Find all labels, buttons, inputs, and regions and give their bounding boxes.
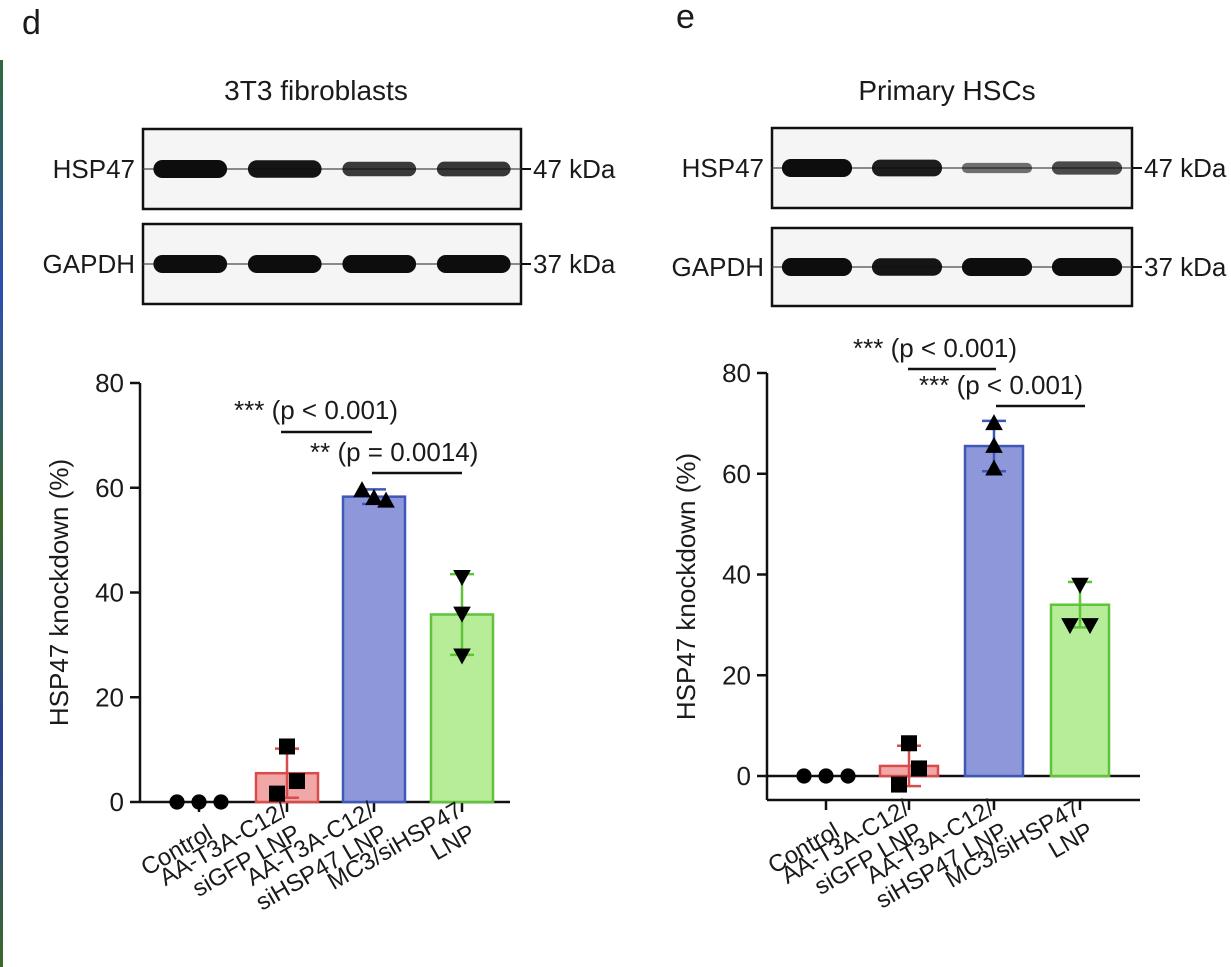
data-point [353, 481, 371, 498]
blot-label-hsp47: HSP47 [682, 153, 764, 183]
data-point [985, 459, 1003, 476]
y-tick-label: 0 [110, 787, 124, 817]
data-point [213, 794, 229, 810]
data-point [1061, 618, 1079, 635]
data-point [191, 794, 207, 810]
significance-label: ** (p = 0.0014) [310, 437, 478, 467]
blot-band [153, 255, 228, 273]
bar [429, 613, 495, 804]
y-axis-title: HSP47 knockdown (%) [671, 453, 701, 720]
panel-d-blot-title: 3T3 fibroblasts [224, 75, 408, 106]
data-point [269, 785, 285, 802]
blot-band [871, 258, 943, 276]
data-point [985, 414, 1003, 431]
bar [1049, 603, 1111, 778]
blot-band [342, 161, 417, 177]
blot-band [1051, 161, 1123, 175]
blot-band [247, 255, 322, 273]
blot-label-gapdh: GAPDH [43, 249, 135, 279]
data-point [453, 569, 471, 586]
western-blot-d: HSP47 47 kDa GAPDH 37 kDa [43, 127, 616, 306]
y-tick-label: 80 [95, 368, 124, 398]
blot-band [436, 161, 511, 177]
mw-label-hsp47: 47 kDa [1144, 153, 1227, 183]
y-tick-label: 20 [95, 682, 124, 712]
y-tick-label: 40 [95, 578, 124, 608]
y-tick-label: 40 [722, 560, 751, 590]
data-point [169, 794, 185, 810]
panel-d-letter: d [22, 4, 41, 42]
data-point [911, 760, 927, 777]
blot-band [961, 258, 1033, 276]
blot-label-gapdh: GAPDH [672, 252, 764, 282]
mw-label-gapdh: 37 kDa [1144, 252, 1227, 282]
significance-label: *** (p < 0.001) [853, 333, 1017, 363]
blot-band [342, 255, 417, 273]
bar [341, 495, 407, 804]
mw-label-gapdh: 37 kDa [533, 249, 616, 279]
data-point [279, 738, 295, 755]
y-tick-label: 20 [722, 660, 751, 690]
y-tick-label: 60 [722, 459, 751, 489]
data-point [840, 768, 856, 784]
data-point [1081, 618, 1099, 635]
panel-e-letter: e [676, 0, 695, 36]
data-point [289, 773, 305, 790]
blot-band [153, 160, 228, 178]
y-tick-label: 0 [737, 761, 751, 791]
y-axis-title: HSP47 knockdown (%) [44, 459, 74, 726]
data-point [365, 489, 383, 506]
mw-label-hsp47: 47 kDa [533, 154, 616, 184]
significance-label: *** (p < 0.001) [919, 370, 1083, 400]
blot-band [781, 258, 853, 276]
data-point [901, 735, 917, 752]
data-point [891, 776, 907, 793]
blot-band [436, 255, 511, 273]
panel-edge-strip [0, 60, 3, 967]
blot-band [871, 159, 943, 177]
data-point [453, 648, 471, 665]
bar [963, 444, 1025, 778]
blot-band [781, 159, 853, 177]
blot-band [247, 160, 322, 178]
significance-label: *** (p < 0.001) [234, 395, 398, 425]
data-point [796, 768, 812, 784]
data-point [985, 436, 1003, 453]
data-point [818, 768, 834, 784]
panel-e-blot-title: Primary HSCs [858, 75, 1035, 106]
blot-band [1051, 258, 1123, 276]
blot-label-hsp47: HSP47 [53, 154, 135, 184]
blot-band [961, 162, 1033, 174]
data-point [453, 606, 471, 623]
y-tick-label: 60 [95, 473, 124, 503]
data-point [1071, 577, 1089, 594]
y-tick-label: 80 [722, 358, 751, 388]
western-blot-e: HSP47 47 kDa GAPDH 37 kDa [672, 126, 1227, 308]
